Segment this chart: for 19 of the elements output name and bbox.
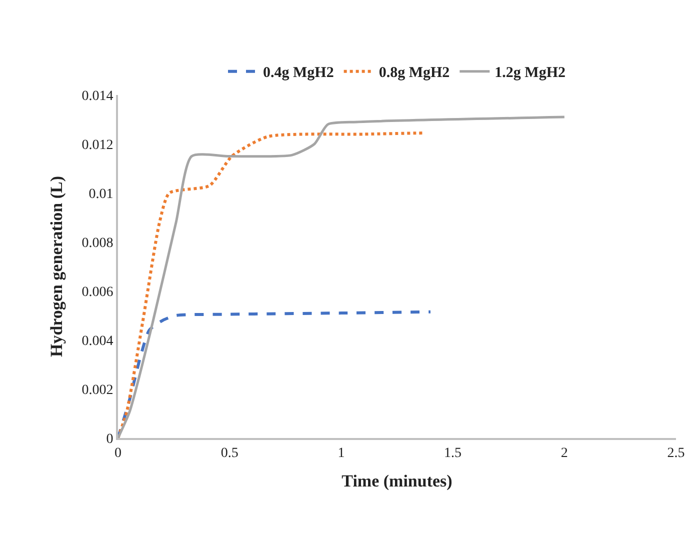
y-tick-label: 0.012	[82, 138, 114, 153]
y-axis-title: Hydrogen generation (L)	[46, 176, 66, 358]
y-tick-label: 0.004	[82, 334, 114, 349]
y-tick-label: 0.014	[82, 88, 114, 104]
y-tick-label: 0.006	[82, 284, 114, 300]
line-series	[118, 116, 566, 438]
x-tick-label: 1	[338, 446, 345, 461]
x-tick-label: 2.5	[667, 446, 685, 461]
legend-label: 1.2g MgH2	[494, 65, 566, 82]
x-tick-label: 1.5	[444, 446, 462, 461]
y-tick-label: 0.01	[88, 186, 114, 202]
y-tick-label: 0.002	[82, 382, 114, 398]
legend-label: 0.8g MgH2	[378, 65, 450, 82]
x-axis-title: Time (minutes)	[342, 472, 452, 491]
legend-label: 0.4g MgH2	[263, 65, 334, 82]
x-tick-label: 0.5	[220, 446, 238, 461]
y-tick-label: 0	[106, 432, 114, 447]
y-tick-label: 0.008	[82, 236, 114, 251]
x-tick-label: 2	[560, 446, 568, 461]
